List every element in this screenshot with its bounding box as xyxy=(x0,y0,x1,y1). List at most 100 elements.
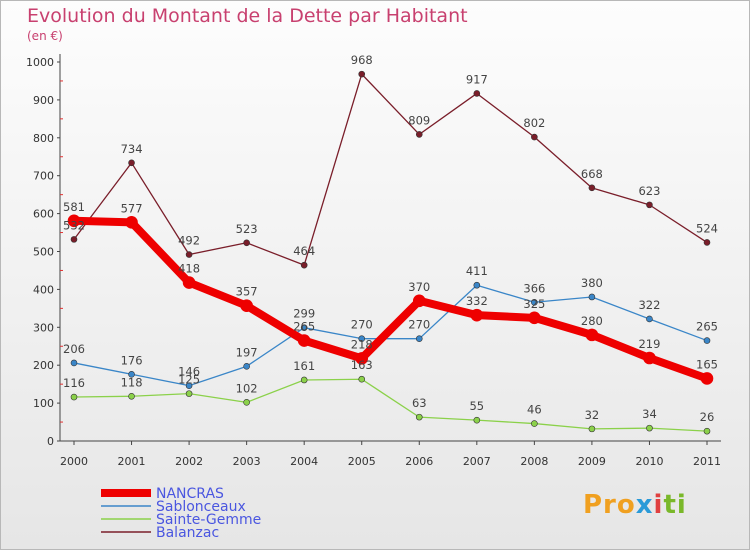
data-point xyxy=(70,393,78,401)
data-label: 197 xyxy=(236,345,258,359)
data-point xyxy=(703,337,711,344)
data-label: 357 xyxy=(236,285,258,299)
data-point xyxy=(185,251,193,258)
legend-label: Balanzac xyxy=(156,525,219,541)
data-label: 161 xyxy=(293,359,315,373)
x-tick-label: 2008 xyxy=(520,455,548,468)
data-label: 734 xyxy=(121,142,143,156)
data-point xyxy=(70,359,78,367)
chart-unit-label: (en €) xyxy=(27,29,63,43)
data-point xyxy=(358,70,366,78)
logo-part: x xyxy=(635,490,654,520)
data-point xyxy=(646,424,653,432)
data-label: 280 xyxy=(581,314,603,328)
data-point xyxy=(585,328,599,342)
data-point xyxy=(297,334,311,347)
data-label: 34 xyxy=(642,407,657,421)
data-label: 63 xyxy=(412,396,427,410)
y-tick-label: 300 xyxy=(33,321,54,334)
x-tick-label: 2011 xyxy=(693,455,721,468)
data-point xyxy=(128,392,135,400)
data-label: 380 xyxy=(581,276,603,290)
data-point xyxy=(703,427,711,435)
y-tick-label: 500 xyxy=(33,246,54,259)
data-point xyxy=(358,335,366,342)
data-label: 325 xyxy=(523,297,545,311)
data-point xyxy=(243,239,250,247)
data-point xyxy=(412,294,426,308)
legend-label: Sablonceaux xyxy=(156,499,246,515)
x-tick-label: 2007 xyxy=(463,455,491,468)
data-point xyxy=(125,216,138,229)
data-point xyxy=(240,299,253,312)
data-label: 206 xyxy=(63,342,85,356)
data-point xyxy=(70,236,78,243)
data-point xyxy=(528,311,541,325)
y-tick-label: 100 xyxy=(33,397,54,410)
data-label: 577 xyxy=(121,201,143,215)
data-point xyxy=(646,315,653,323)
data-point xyxy=(415,131,423,138)
data-label: 370 xyxy=(408,280,430,294)
data-point xyxy=(355,352,369,365)
data-label: 968 xyxy=(351,53,373,67)
data-label: 270 xyxy=(351,318,373,332)
data-point xyxy=(531,298,538,306)
data-label: 581 xyxy=(63,200,85,214)
data-label: 118 xyxy=(121,375,143,389)
data-point xyxy=(300,324,308,331)
series-line-sainte-gemme xyxy=(73,378,708,432)
y-tick-label: 0 xyxy=(47,435,54,448)
data-point xyxy=(470,308,484,322)
logo-part: i xyxy=(653,490,664,520)
data-point xyxy=(643,351,656,365)
data-label: 299 xyxy=(293,307,315,321)
logo-part: Pro xyxy=(583,490,636,520)
series-line-balanzac xyxy=(73,73,708,266)
series-line-sablonceaux xyxy=(73,284,708,387)
data-point xyxy=(243,363,250,370)
data-label: 418 xyxy=(178,262,200,276)
data-point xyxy=(531,420,538,427)
data-label: 270 xyxy=(408,318,430,332)
data-point xyxy=(473,90,481,97)
data-label: 176 xyxy=(121,353,143,367)
data-label: 46 xyxy=(527,403,542,417)
data-label: 265 xyxy=(293,320,315,334)
data-point xyxy=(300,376,308,384)
x-tick-label: 2004 xyxy=(290,455,318,468)
x-tick-label: 2001 xyxy=(118,455,146,468)
data-label: 366 xyxy=(523,281,545,295)
data-point xyxy=(703,239,711,246)
y-tick-label: 1000 xyxy=(26,56,54,69)
data-label: 32 xyxy=(585,408,600,422)
y-tick-label: 700 xyxy=(33,170,54,183)
logo-part: ti xyxy=(663,490,687,520)
y-tick-label: 800 xyxy=(33,132,54,145)
data-label: 102 xyxy=(236,381,258,395)
y-tick-label: 200 xyxy=(33,359,54,372)
series-line-nancras xyxy=(70,216,711,383)
chart-title: Evolution du Montant de la Dette par Hab… xyxy=(27,5,468,27)
data-label: 523 xyxy=(236,222,258,236)
data-point xyxy=(128,370,135,378)
data-point xyxy=(185,390,193,397)
data-label: 668 xyxy=(581,167,603,181)
legend-label: Sainte-Gemme xyxy=(156,512,261,528)
data-label: 917 xyxy=(466,72,488,86)
data-label: 26 xyxy=(700,410,715,424)
data-point xyxy=(243,399,250,406)
data-label: 146 xyxy=(178,365,200,379)
x-tick-label: 2009 xyxy=(578,455,606,468)
data-label: 411 xyxy=(466,264,488,278)
y-tick-label: 600 xyxy=(33,208,54,221)
data-point xyxy=(588,293,596,301)
data-label: 524 xyxy=(696,221,718,235)
data-label: 218 xyxy=(351,337,373,351)
x-tick-label: 2000 xyxy=(60,455,88,468)
data-label: 809 xyxy=(408,113,430,127)
data-point xyxy=(588,425,596,433)
data-point xyxy=(185,382,193,389)
